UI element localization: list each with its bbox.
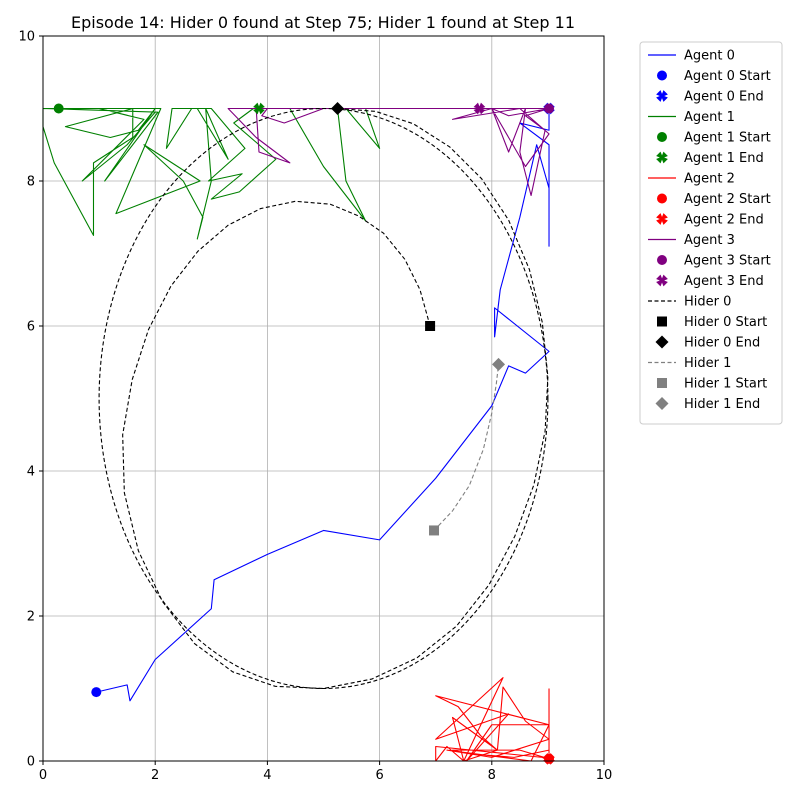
agent-1-end-marker	[253, 102, 265, 115]
hider-0-end-marker	[331, 102, 345, 115]
legend: Agent 0 Agent 0 Start Agent 0 End Agent 1 Ag…	[639, 41, 783, 425]
x-tick-label: 0	[39, 768, 47, 783]
x-tick-label: 10	[596, 768, 613, 783]
hider-1-start-legend-entry-marker	[657, 378, 667, 388]
y-tick-label: 4	[27, 465, 35, 480]
hider-1-end-legend-entry: Hider 1 End	[684, 397, 760, 412]
agent-3-end-legend-entry-marker	[656, 274, 668, 287]
agent-1-start-legend-entry-marker	[657, 132, 667, 142]
plot-area	[43, 36, 604, 761]
chart-title: Episode 14: Hider 0 found at Step 75; Hi…	[71, 13, 575, 32]
agent-0-start-legend-entry: Agent 0 Start	[684, 69, 771, 84]
agent-0-start-legend-entry-marker	[657, 70, 667, 81]
agent-0-end-legend-entry-marker	[656, 90, 668, 102]
grid	[42, 35, 605, 762]
hider-0-end-legend-entry: Hider 0 End	[684, 336, 760, 351]
axis-ticks: 0 2 4 6 8 10 0 2 4 6 8 10	[18, 30, 612, 784]
hider-1-line	[433, 364, 500, 531]
agent-0-end-legend-entry: Agent 0 End	[684, 90, 764, 105]
y-tick-label: 8	[27, 175, 35, 190]
x-tick-label: 6	[375, 768, 383, 783]
agent-1-start-marker	[53, 103, 64, 114]
agent-3-start-legend-entry: Agent 3 Start	[684, 254, 771, 269]
agent-1-legend-entry: Agent 1	[684, 110, 735, 125]
agent-0-start-marker	[91, 687, 102, 698]
agent-2-start-legend-entry-marker	[657, 193, 667, 204]
agent-2-legend-entry: Agent 2	[684, 172, 735, 187]
hider-0-end-legend-entry-marker	[655, 335, 669, 349]
hider-0-ellipse-line	[98, 107, 549, 690]
x-tick-label: 4	[263, 768, 271, 783]
agent-1-end-legend-entry: Agent 1 End	[684, 151, 764, 166]
agent-3-end-marker	[473, 102, 486, 115]
hider-0-line	[122, 107, 549, 690]
agent-1-start-legend-entry: Agent 1 Start	[684, 131, 771, 146]
hider-0-start-marker	[425, 321, 436, 331]
agent-2-start-legend-entry: Agent 2 Start	[684, 192, 771, 207]
y-tick-label: 10	[18, 30, 35, 45]
agent-3-line	[227, 107, 550, 197]
hider-1-end-marker	[492, 357, 506, 371]
hider-1-end-legend-entry-marker	[655, 397, 669, 410]
x-tick-label: 8	[488, 768, 496, 783]
legend-box	[639, 41, 783, 425]
agent-1-end-legend-entry-marker	[656, 151, 668, 164]
agent-3-start-marker	[544, 103, 555, 114]
agent-2-line	[435, 677, 550, 762]
plot-frame	[42, 35, 605, 762]
agent-2-end-legend-entry: Agent 2 End	[684, 213, 764, 228]
y-tick-label: 0	[27, 755, 35, 770]
hider-1-start-marker	[429, 525, 440, 536]
y-tick-label: 6	[27, 320, 35, 335]
agent-3-legend-entry: Agent 3	[684, 233, 735, 248]
agent-3-start-legend-entry-marker	[657, 255, 667, 265]
agent-2-end-marker	[543, 752, 555, 765]
agent-0-line	[96, 108, 550, 702]
x-tick-label: 2	[151, 768, 159, 783]
series-layer	[42, 107, 550, 762]
hider-0-legend-entry: Hider 0	[684, 295, 731, 310]
y-tick-label: 2	[27, 610, 35, 625]
hider-0-start-legend-entry: Hider 0 Start	[684, 315, 767, 330]
agent-0-legend-entry: Agent 0	[684, 49, 735, 64]
hider-0-start-legend-entry-marker	[657, 316, 667, 327]
hider-1-start-legend-entry: Hider 1 Start	[684, 377, 767, 392]
hider-1-legend-entry: Hider 1	[684, 356, 731, 371]
marker-layer	[53, 102, 555, 765]
agent-2-end-legend-entry-marker	[656, 213, 668, 225]
agent-3-end-legend-entry: Agent 3 End	[684, 274, 764, 289]
